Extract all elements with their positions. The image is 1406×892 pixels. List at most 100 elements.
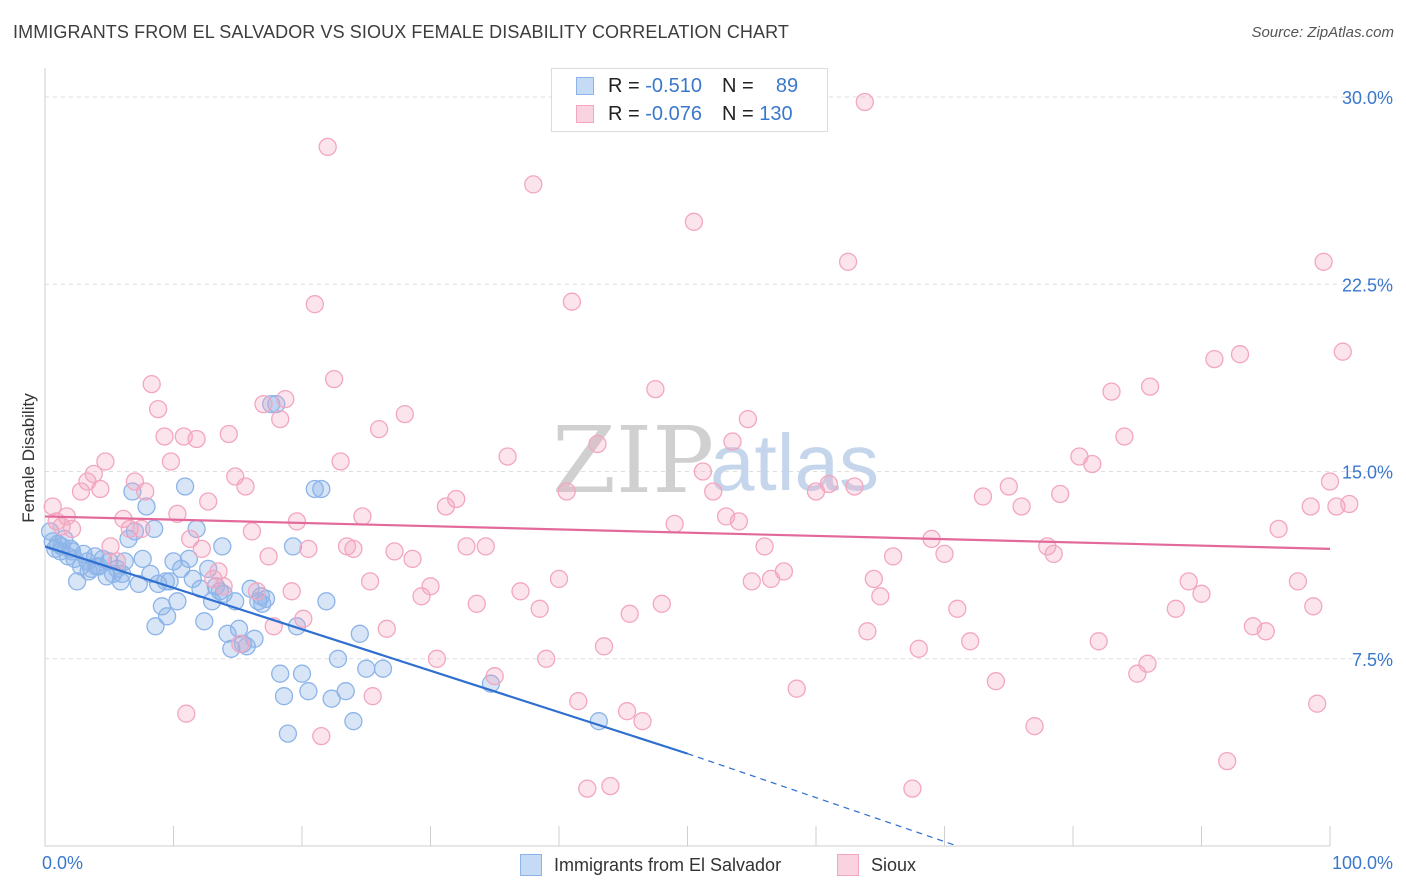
data-point bbox=[317, 592, 336, 611]
data-point bbox=[213, 537, 232, 556]
data-point bbox=[91, 479, 110, 499]
legend-row-sioux: R = -0.076 N = 130 bbox=[576, 100, 793, 128]
data-point bbox=[187, 429, 206, 449]
data-point bbox=[287, 512, 307, 531]
data-point bbox=[1089, 632, 1108, 651]
legend-r-label: R = bbox=[608, 74, 640, 97]
data-point bbox=[1179, 572, 1198, 591]
data-point bbox=[305, 479, 324, 499]
data-point bbox=[755, 537, 774, 556]
legend-r-label: R = bbox=[608, 102, 640, 125]
y-tick-label: 22.5% bbox=[1342, 275, 1393, 295]
data-point bbox=[199, 492, 218, 511]
data-point bbox=[858, 622, 877, 641]
data-point bbox=[179, 549, 199, 569]
data-point bbox=[133, 549, 152, 569]
data-point bbox=[292, 664, 312, 683]
data-point bbox=[322, 689, 341, 708]
chart-title: IMMIGRANTS FROM EL SALVADOR VS SIOUX FEM… bbox=[13, 22, 790, 42]
bottom-swatch-pink bbox=[837, 854, 859, 876]
data-point bbox=[294, 609, 313, 628]
data-point bbox=[1301, 497, 1320, 516]
data-point bbox=[665, 514, 684, 534]
data-point bbox=[377, 619, 396, 638]
data-point bbox=[245, 629, 264, 648]
data-point bbox=[129, 574, 148, 594]
data-point bbox=[1218, 751, 1237, 771]
data-point bbox=[476, 537, 495, 556]
data-point bbox=[684, 212, 704, 231]
data-point bbox=[1304, 597, 1323, 616]
trend-lines bbox=[44, 515, 1331, 847]
bottom-legend-label: Sioux bbox=[871, 854, 917, 875]
data-point bbox=[132, 519, 151, 539]
data-point bbox=[336, 682, 355, 701]
data-point bbox=[845, 477, 864, 496]
data-point bbox=[864, 569, 883, 589]
data-point bbox=[282, 582, 301, 601]
data-point bbox=[164, 552, 183, 571]
data-point bbox=[247, 582, 267, 601]
data-point bbox=[43, 497, 62, 516]
data-point bbox=[652, 594, 671, 613]
data-point bbox=[168, 592, 187, 611]
data-point bbox=[1012, 497, 1031, 516]
data-point bbox=[111, 572, 130, 591]
data-point bbox=[961, 632, 980, 651]
legend-n-value: 89 bbox=[775, 74, 799, 97]
y-tick-label: 30.0% bbox=[1342, 88, 1393, 108]
data-point bbox=[774, 562, 794, 581]
data-point bbox=[369, 419, 389, 439]
data-point bbox=[136, 482, 155, 501]
axes bbox=[44, 68, 1331, 847]
bottom-legend-label: Immigrants from El Salvador bbox=[554, 854, 782, 875]
data-point bbox=[192, 539, 211, 559]
data-point bbox=[1314, 252, 1333, 271]
data-point bbox=[787, 679, 806, 698]
data-point bbox=[1051, 484, 1070, 504]
data-point bbox=[84, 464, 103, 484]
data-point bbox=[1044, 544, 1063, 564]
data-point bbox=[594, 637, 614, 656]
data-point bbox=[157, 607, 177, 626]
data-point bbox=[467, 594, 486, 613]
data-point bbox=[1288, 572, 1308, 591]
data-point bbox=[271, 664, 290, 683]
data-point bbox=[723, 432, 742, 451]
data-point bbox=[385, 542, 404, 561]
data-point bbox=[511, 582, 530, 601]
watermark-zip: ZIP bbox=[552, 407, 714, 514]
data-point bbox=[1138, 654, 1157, 673]
data-point bbox=[1333, 342, 1352, 361]
data-point bbox=[276, 389, 295, 409]
data-point bbox=[183, 569, 202, 589]
data-point bbox=[633, 712, 652, 731]
data-point bbox=[172, 559, 191, 579]
x-tick-label: 100.0% bbox=[1332, 853, 1393, 873]
data-point bbox=[177, 704, 196, 723]
data-point bbox=[646, 379, 665, 399]
data-point bbox=[229, 619, 249, 638]
data-point bbox=[549, 569, 569, 589]
data-point bbox=[457, 537, 476, 556]
data-point bbox=[168, 504, 187, 524]
data-point bbox=[427, 649, 447, 668]
data-point bbox=[363, 687, 382, 706]
data-point bbox=[704, 482, 723, 501]
data-point bbox=[312, 726, 331, 746]
y-tick-label: 15.0% bbox=[1342, 463, 1393, 483]
data-point bbox=[973, 487, 993, 506]
data-point bbox=[271, 409, 290, 429]
data-point bbox=[360, 572, 380, 591]
data-point bbox=[601, 776, 620, 796]
x-tick-label: 0.0% bbox=[42, 853, 83, 873]
data-point bbox=[373, 659, 393, 678]
data-point bbox=[357, 659, 376, 678]
legend-row-el-salvador: R = -0.510 N = 89 bbox=[576, 72, 798, 100]
data-point bbox=[447, 489, 466, 509]
tick-labels: 7.5% 15.0% 22.5% 30.0% 0.0% 100.0% bbox=[42, 88, 1393, 873]
trend-line-sioux bbox=[44, 515, 1331, 550]
trend-line-extension bbox=[687, 753, 958, 847]
data-point bbox=[855, 92, 874, 112]
